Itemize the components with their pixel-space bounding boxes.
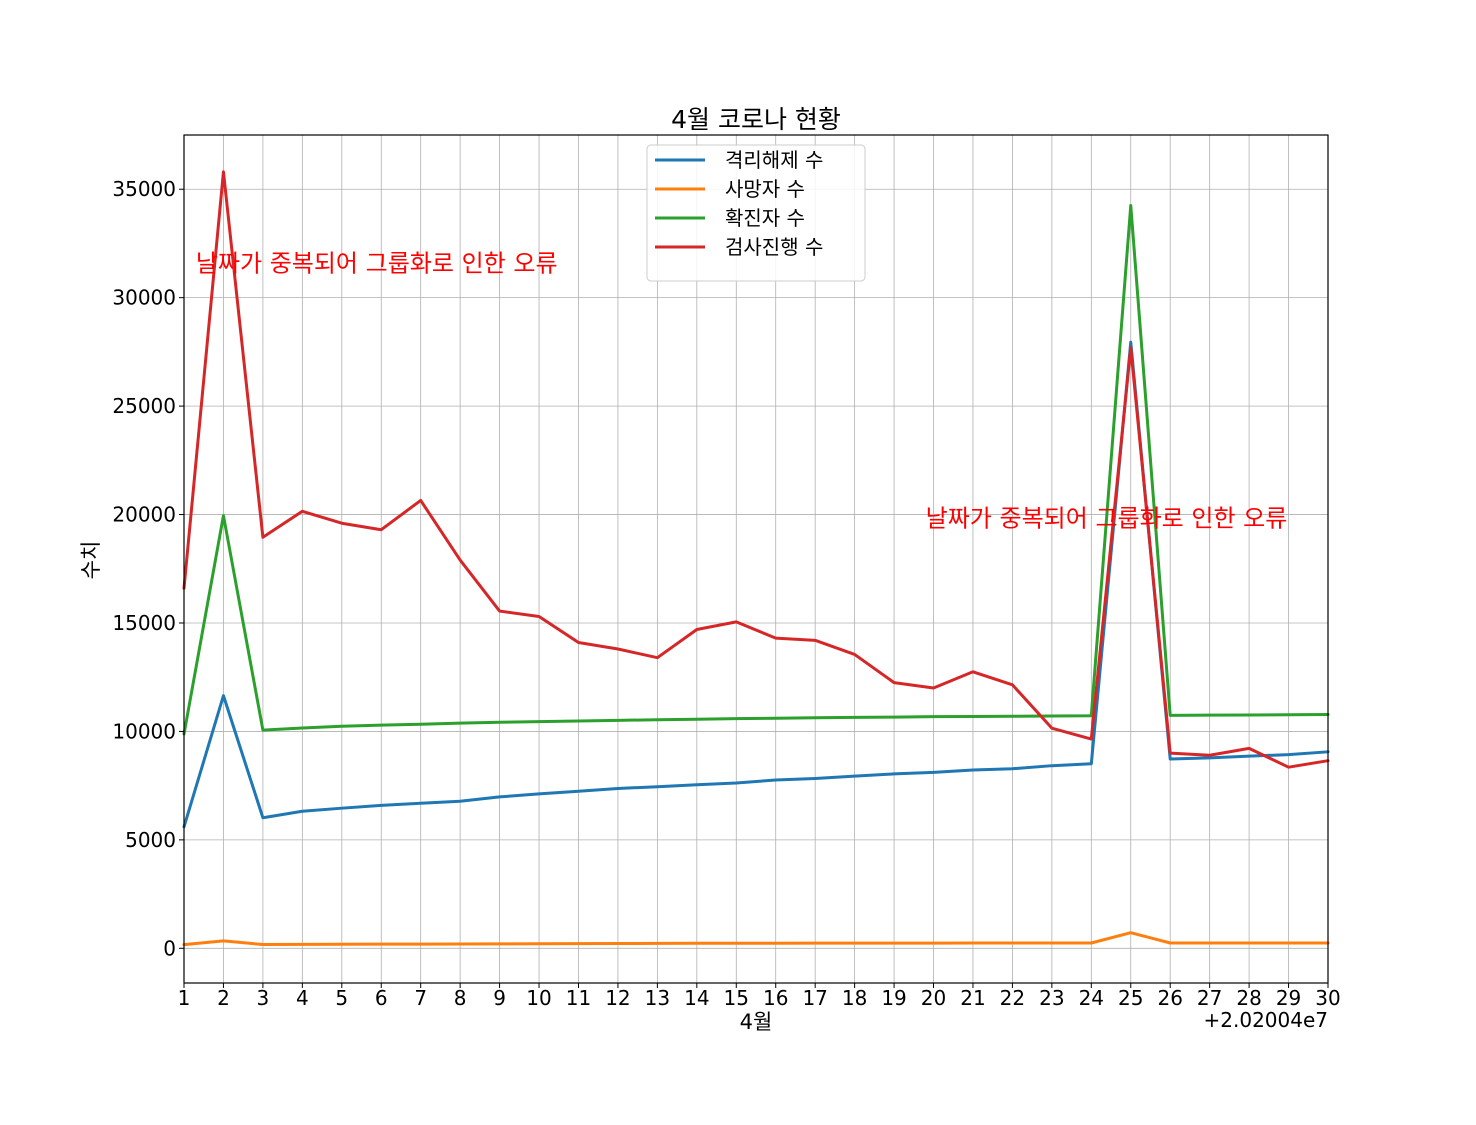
plot-frame xyxy=(183,134,1329,984)
x-tick-label: 22 xyxy=(1000,986,1025,1010)
x-tick-label: 17 xyxy=(802,986,827,1010)
x-tick-label: 15 xyxy=(724,986,749,1010)
x-tick-label: 23 xyxy=(1039,986,1064,1010)
y-tick-label: 10000 xyxy=(112,719,176,743)
chart-title: 4월 코로나 현황 xyxy=(671,105,841,134)
x-tick-label: 2 xyxy=(217,986,230,1010)
y-tick-label: 30000 xyxy=(112,286,176,310)
series-line xyxy=(182,203,1330,736)
legend-label: 검사진행 수 xyxy=(725,235,823,259)
x-axis-label: 4월 xyxy=(740,1010,773,1034)
x-axis-ticks: 1 2 3 4 5 6 7 8 9 10 11 12 13 14 15 16 17 18 19 20 21 22 23 24 2… xyxy=(178,983,1341,1010)
x-tick-label: 3 xyxy=(257,986,270,1010)
x-tick-label: 13 xyxy=(645,986,670,1010)
x-tick-label: 14 xyxy=(684,986,709,1010)
y-tick-label: 35000 xyxy=(112,177,176,201)
x-tick-label: 25 xyxy=(1118,986,1143,1010)
y-tick-label: 5000 xyxy=(125,828,176,852)
legend-label: 확진자 수 xyxy=(725,206,805,230)
x-tick-label: 30 xyxy=(1315,986,1340,1010)
x-tick-label: 5 xyxy=(335,986,348,1010)
y-axis-label: 수치 xyxy=(79,541,103,580)
x-tick-label: 29 xyxy=(1276,986,1301,1010)
y-tick-label: 15000 xyxy=(112,611,176,635)
annotation-text: 날짜가 중복되어 그룹화로 인한 오류 xyxy=(196,250,558,278)
x-tick-label: 11 xyxy=(566,986,591,1010)
x-tick-label: 24 xyxy=(1079,986,1104,1010)
series-lines xyxy=(182,170,1330,947)
x-tick-label: 27 xyxy=(1197,986,1222,1010)
x-tick-label: 16 xyxy=(763,986,788,1010)
series-line xyxy=(182,931,1330,947)
x-tick-label: 6 xyxy=(375,986,388,1010)
y-tick-label: 25000 xyxy=(112,394,176,418)
x-axis-offset-text: +2.02004e7 xyxy=(1204,1008,1329,1032)
legend-label: 사망자 수 xyxy=(725,177,805,201)
x-tick-label: 7 xyxy=(414,986,427,1010)
x-tick-label: 12 xyxy=(605,986,630,1010)
y-tick-label: 0 xyxy=(163,936,176,960)
x-tick-label: 28 xyxy=(1236,986,1261,1010)
x-tick-label: 10 xyxy=(526,986,551,1010)
x-tick-label: 19 xyxy=(881,986,906,1010)
x-tick-label: 21 xyxy=(960,986,985,1010)
x-tick-label: 4 xyxy=(296,986,309,1010)
annotation-text: 날짜가 중복되어 그룹화로 인한 오류 xyxy=(926,504,1288,532)
y-tick-label: 20000 xyxy=(112,503,176,527)
series-line xyxy=(182,170,1330,769)
x-tick-label: 26 xyxy=(1157,986,1182,1010)
x-tick-label: 18 xyxy=(842,986,867,1010)
legend-label: 격리해제 수 xyxy=(725,148,823,172)
x-tick-label: 20 xyxy=(921,986,946,1010)
x-tick-label: 1 xyxy=(178,986,191,1010)
y-axis-ticks: 0 5000 10000 15000 20000 25000 30000 35000 xyxy=(112,177,184,960)
x-tick-label: 8 xyxy=(454,986,467,1010)
x-tick-label: 9 xyxy=(493,986,506,1010)
